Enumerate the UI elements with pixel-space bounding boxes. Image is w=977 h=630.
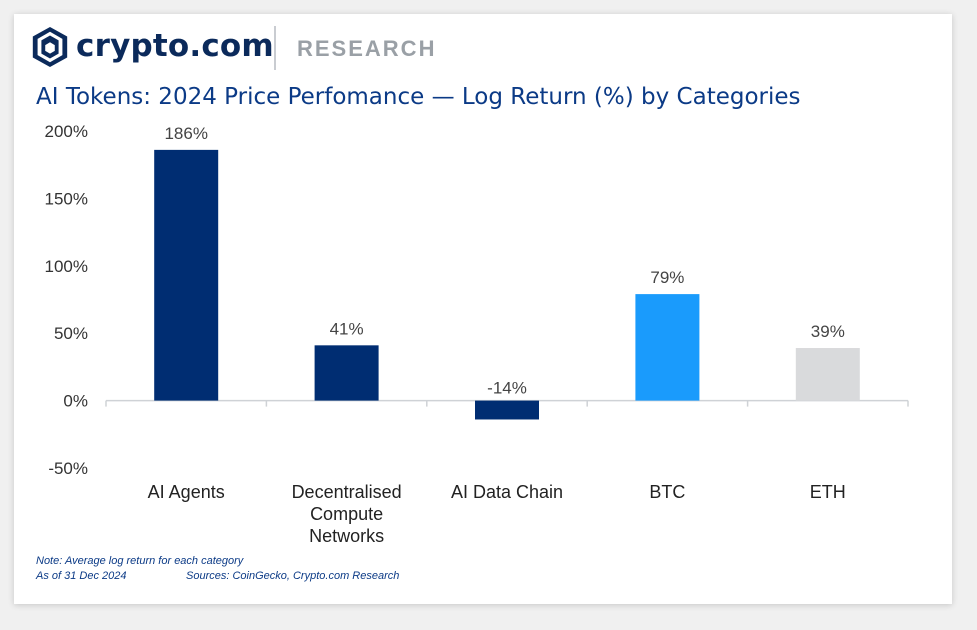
bar xyxy=(635,294,700,401)
brand-name: crypto.com xyxy=(76,28,274,64)
y-tick-label: 50% xyxy=(54,324,88,343)
category-label: Compute xyxy=(310,504,383,524)
section-label: RESEARCH xyxy=(297,36,437,61)
brand-divider xyxy=(274,26,276,70)
y-tick-label: -50% xyxy=(48,459,88,478)
bar xyxy=(314,345,379,401)
y-tick-label: 100% xyxy=(45,257,88,276)
as-of-date: As of 31 Dec 2024 xyxy=(36,570,127,582)
y-tick-label: 200% xyxy=(45,122,88,141)
footnote: Note: Average log return for each catego… xyxy=(36,555,244,567)
category-label: AI Agents xyxy=(148,482,225,502)
category-label: ETH xyxy=(810,482,846,502)
bar xyxy=(795,348,860,401)
bar-chart: -50% 0% 50% 100% 150% 200% 186% AI Agents 41% Dec… xyxy=(45,122,909,546)
data-label: -14% xyxy=(487,379,527,398)
data-label: 39% xyxy=(811,322,845,341)
data-label: 79% xyxy=(650,268,684,287)
chart-card: crypto.com RESEARCH AI Tokens: 2024 Pric… xyxy=(14,14,952,604)
data-label: 41% xyxy=(330,319,364,338)
y-tick-label: 150% xyxy=(45,189,88,208)
data-label: 186% xyxy=(164,124,207,143)
bar xyxy=(475,400,539,420)
category-label: Decentralised xyxy=(292,482,402,502)
bar xyxy=(154,149,219,401)
category-label: Networks xyxy=(309,526,384,546)
y-tick-label: 0% xyxy=(63,392,88,411)
category-label: BTC xyxy=(649,482,685,502)
sources-note: Sources: CoinGecko, Crypto.com Research xyxy=(186,570,400,582)
chart-title: AI Tokens: 2024 Price Perfomance — Log R… xyxy=(36,84,801,110)
category-label: AI Data Chain xyxy=(451,482,563,502)
crypto-com-logo-icon xyxy=(32,26,68,68)
